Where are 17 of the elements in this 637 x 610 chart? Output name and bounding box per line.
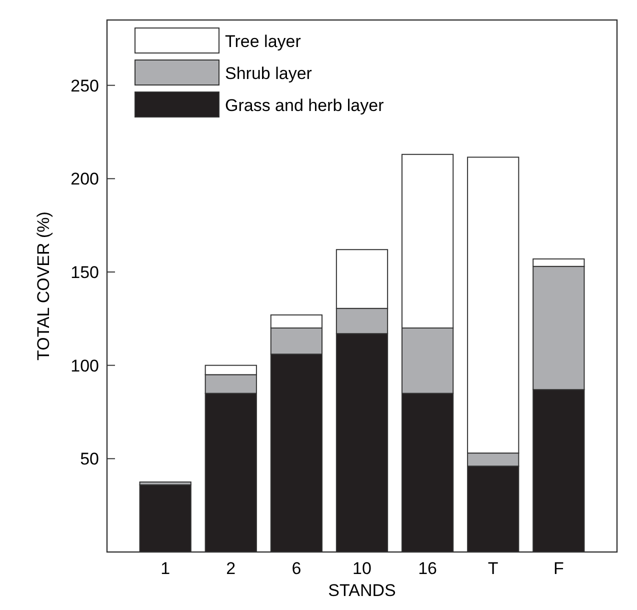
y-tick-label: 250 <box>70 76 99 96</box>
legend-label: Tree layer <box>225 32 302 51</box>
y-axis-title: TOTAL COVER (%) <box>34 212 53 360</box>
x-tick-label: 2 <box>226 559 236 578</box>
x-tick-label: 1 <box>160 559 170 578</box>
y-tick-label: 200 <box>70 170 99 189</box>
y-tick-label: 50 <box>80 450 99 469</box>
x-tick-label: 6 <box>292 559 302 578</box>
x-tick-label: T <box>488 559 498 578</box>
legend-label: Grass and herb layer <box>225 96 384 115</box>
x-tick-label: F <box>553 559 564 578</box>
x-tick-label: 16 <box>418 559 438 578</box>
x-tick-label: 10 <box>352 559 372 578</box>
y-tick-label: 100 <box>70 356 99 376</box>
legend-label: Shrub layer <box>225 64 312 83</box>
y-tick-label: 150 <box>70 262 99 282</box>
x-axis-title: STANDS <box>328 581 396 600</box>
